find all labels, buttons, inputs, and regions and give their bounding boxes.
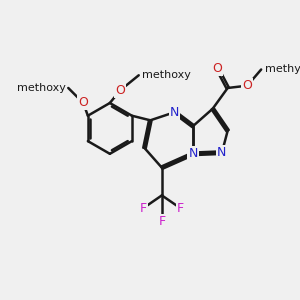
Text: methoxy: methoxy [142,70,190,80]
Text: O: O [242,79,252,92]
Text: F: F [177,202,184,214]
Text: methyl: methyl [265,64,300,74]
Text: methoxy: methoxy [16,82,65,92]
Text: O: O [212,62,222,75]
Text: F: F [140,202,147,214]
Text: O: O [78,97,88,110]
Text: N: N [188,147,198,160]
Text: N: N [170,106,179,119]
Text: O: O [115,84,125,97]
Text: F: F [158,215,165,229]
Text: N: N [217,146,226,159]
